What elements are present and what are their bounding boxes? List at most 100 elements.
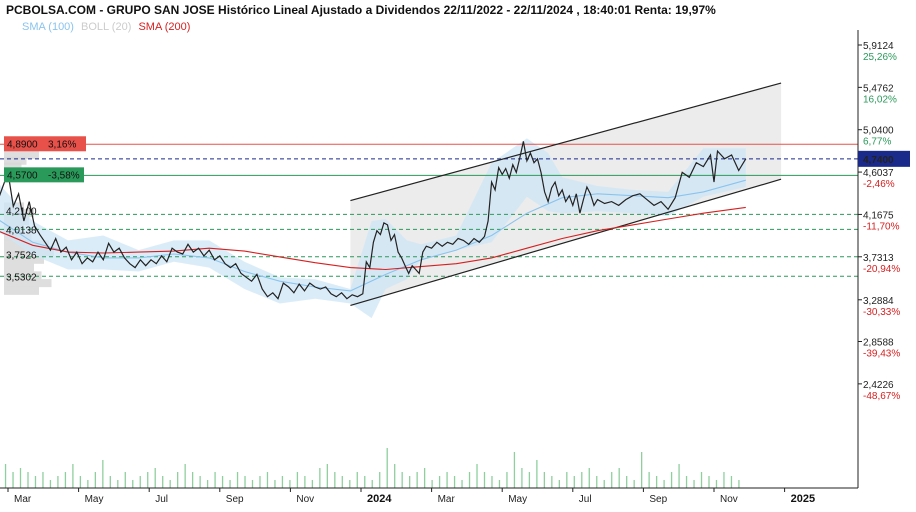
volume-bar-59	[438, 476, 441, 488]
current-price-tag	[858, 150, 910, 167]
volume-bar-96	[715, 480, 718, 488]
volume-bar-81	[603, 480, 605, 488]
x-tick-label-7: May	[508, 494, 527, 505]
volume-bar-79	[588, 468, 590, 488]
volume-bar-35	[259, 476, 261, 488]
volume-profile-bar-14	[4, 279, 52, 288]
volume-bar-74	[551, 476, 553, 488]
volume-profile-bar-12	[4, 263, 34, 272]
y-tick-label-1: 5,4762	[863, 83, 894, 94]
volume-bar-43	[319, 468, 321, 488]
resistance-tag	[4, 136, 86, 152]
x-tick-label-8: Jul	[579, 494, 592, 505]
left-level-label-3: 3,5302	[6, 272, 37, 283]
volume-bar-14	[102, 460, 104, 488]
volume-bar-21	[154, 468, 156, 488]
volume-bar-86	[640, 452, 643, 488]
volume-profile-bar-2	[4, 162, 22, 171]
volume-bar-87	[648, 472, 650, 488]
volume-bar-26	[191, 472, 194, 488]
resistance-value: 4,8900	[7, 139, 38, 150]
y-tick-label-4: 4,1675	[863, 210, 894, 221]
volume-bar-44	[326, 464, 328, 488]
volume-bar-33	[244, 476, 246, 488]
volume-bar-41	[304, 476, 306, 488]
volume-bar-64	[476, 464, 478, 488]
volume-bar-17	[124, 472, 126, 488]
volume-bar-36	[266, 472, 269, 488]
volume-bar-19	[139, 476, 141, 488]
volume-bar-25	[184, 464, 186, 488]
volume-bar-4	[27, 472, 29, 488]
legend-sma200: SMA (200)	[138, 21, 191, 33]
volume-bar-76	[566, 472, 568, 488]
volume-bar-27	[199, 476, 201, 488]
volume-bar-58	[431, 480, 433, 488]
channel-lower-line	[350, 178, 782, 307]
volume-bar-32	[236, 472, 239, 488]
volume-bar-53	[394, 464, 396, 488]
x-tick-label-11: 2025	[791, 493, 815, 505]
volume-bar-69	[513, 452, 516, 488]
volume-bar-60	[446, 472, 448, 488]
x-tick-label-2: Jul	[155, 494, 168, 505]
volume-bar-93	[693, 480, 695, 488]
volume-bar-71	[528, 472, 531, 488]
y-tick-label-7: 2,8588	[863, 338, 894, 349]
y-tick-label-8: 2,4226	[863, 380, 894, 391]
volume-bar-66	[491, 476, 493, 488]
volume-bar-16	[117, 480, 119, 488]
left-level-label-0: 4,2100	[6, 206, 37, 217]
bollinger-band	[0, 138, 746, 319]
volume-bar-10	[72, 464, 74, 488]
volume-bar-54	[401, 472, 403, 488]
volume-profile-bar-1	[4, 156, 27, 165]
y-pct-label-2: 6,77%	[863, 137, 891, 148]
volume-bar-24	[177, 472, 179, 488]
volume-bar-42	[311, 480, 314, 488]
volume-bar-9	[64, 472, 67, 488]
volume-bar-62	[461, 480, 463, 488]
volume-bar-97	[723, 472, 725, 488]
volume-bar-75	[558, 480, 560, 488]
volume-bar-56	[416, 472, 418, 488]
y-pct-label-7: -39,43%	[863, 349, 900, 360]
x-tick-label-0: Mar	[14, 494, 32, 505]
y-pct-label-1: 16,02%	[863, 94, 897, 105]
left-level-label-2: 3,7526	[6, 251, 37, 262]
volume-profile-bar-13	[4, 271, 42, 280]
volume-bar-80	[596, 476, 598, 488]
volume-bar-51	[379, 472, 381, 488]
volume-bar-13	[94, 472, 96, 488]
x-tick-label-3: Sep	[226, 494, 244, 505]
volume-bar-20	[147, 472, 149, 488]
chart-title: PCBOLSA.COM - GRUPO SAN JOSE Histórico L…	[6, 3, 716, 17]
volume-bar-46	[341, 476, 343, 488]
y-tick-label-6: 3,2884	[863, 296, 894, 307]
volume-bar-91	[678, 464, 680, 488]
volume-bar-95	[708, 476, 710, 488]
series-line-2	[0, 179, 746, 292]
y-tick-label-2: 5,0400	[863, 126, 894, 137]
left-level-label-1: 4,0138	[6, 225, 37, 236]
volume-bar-52	[386, 448, 388, 488]
y-pct-label-4: -11,70%	[863, 221, 900, 232]
volume-bar-90	[670, 472, 673, 488]
volume-bar-23	[169, 480, 171, 488]
volume-bar-29	[214, 472, 216, 488]
volume-bar-12	[87, 480, 89, 488]
volume-bar-72	[536, 460, 538, 488]
x-tick-label-4: Nov	[296, 494, 314, 505]
volume-bar-11	[79, 476, 82, 488]
chart-legend: SMA (100) BOLL (20) SMA (200)	[22, 21, 194, 33]
volume-bar-89	[663, 480, 665, 488]
channel-upper-line	[350, 82, 782, 202]
volume-bar-94	[700, 472, 703, 488]
y-pct-label-0: 25,26%	[863, 52, 897, 63]
series-line-0	[0, 141, 747, 300]
volume-bar-99	[738, 480, 740, 488]
y-pct-label-3: -2,46%	[863, 179, 895, 190]
volume-bar-5	[34, 476, 37, 488]
volume-bar-15	[109, 476, 111, 488]
volume-bar-1	[4, 464, 7, 488]
